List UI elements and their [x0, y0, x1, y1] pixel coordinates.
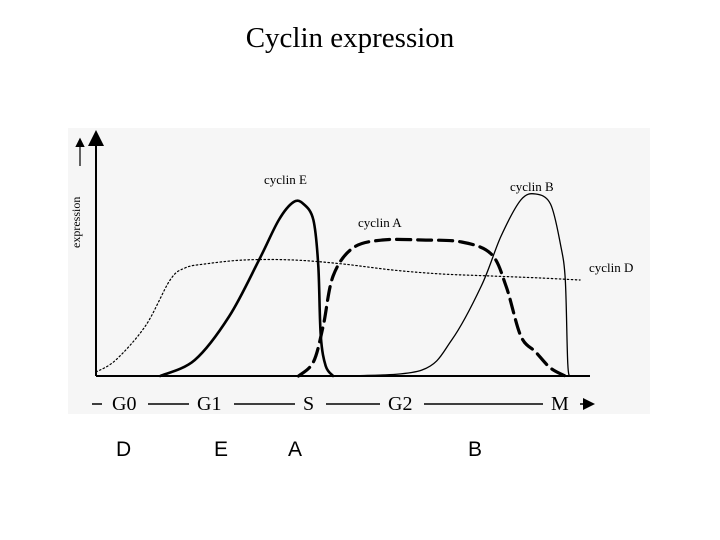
letter-b: B: [468, 438, 483, 461]
cyclin-A-curve: [296, 237, 567, 378]
series-label-layer: cyclin D cyclin E cyclin A cyclin B: [264, 172, 633, 275]
phase-label-g2: G2: [388, 393, 412, 415]
cyclin-D-curve: [95, 258, 581, 373]
cyclin-D-label: cyclin D: [589, 260, 633, 275]
answer-letter-row: D E A B: [0, 438, 720, 468]
cyclin-E-label: cyclin E: [264, 172, 307, 187]
curve-layer: [95, 193, 581, 378]
y-axis-label: expression: [69, 197, 83, 248]
slide-title: Cyclin expression: [245, 22, 455, 54]
phase-label-s: S: [303, 393, 314, 415]
cyclin-B-label: cyclin B: [510, 179, 554, 194]
figure-background: [68, 128, 650, 414]
cyclin-B-curve: [352, 193, 571, 377]
phase-label-m: M: [551, 393, 569, 415]
phase-axis: G0 G1 S G2 M: [112, 393, 595, 415]
letter-a: A: [288, 438, 303, 461]
phase-label-g1: G1: [197, 393, 221, 415]
phase-label-g0: G0: [112, 393, 136, 415]
letter-e: E: [214, 438, 229, 461]
cyclin-A-label: cyclin A: [358, 215, 402, 230]
letter-d: D: [116, 438, 132, 461]
